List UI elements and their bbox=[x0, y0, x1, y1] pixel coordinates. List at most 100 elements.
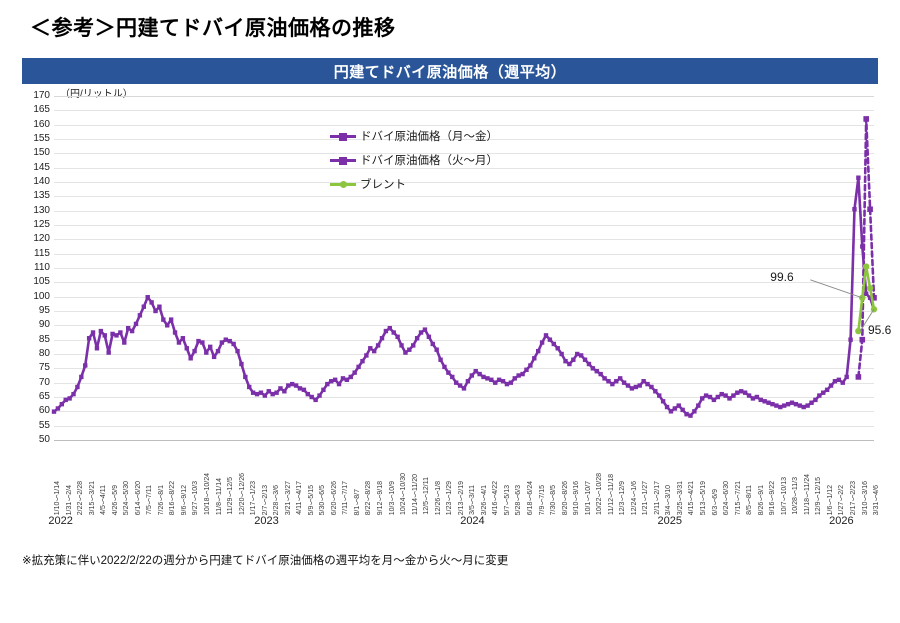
series-marker bbox=[83, 363, 88, 368]
gridline bbox=[54, 382, 874, 384]
gridline bbox=[54, 153, 874, 155]
y-axis-tick-label: 95 bbox=[38, 305, 50, 316]
y-axis-tick-label: 85 bbox=[38, 333, 50, 345]
series-marker bbox=[465, 379, 471, 384]
x-axis-tick-label: 1/17～1/23 bbox=[250, 480, 258, 515]
series-marker bbox=[793, 401, 799, 407]
x-axis-tick-label: 5/7～5/13 bbox=[503, 484, 511, 515]
series-marker bbox=[785, 401, 791, 407]
legend-label: ドバイ原油価格（火～月） bbox=[360, 155, 498, 167]
series-marker bbox=[403, 350, 408, 355]
series-marker bbox=[703, 393, 709, 398]
gridline bbox=[54, 210, 874, 212]
gridline bbox=[54, 167, 874, 169]
series-marker bbox=[473, 369, 478, 374]
series-marker bbox=[79, 374, 84, 380]
gridline bbox=[54, 282, 874, 284]
series-marker bbox=[219, 340, 225, 345]
x-axis-tick-label: 3/4～3/10 bbox=[665, 484, 673, 515]
x-axis-tick-label: 8/20～8/26 bbox=[561, 480, 569, 515]
series-marker bbox=[356, 364, 361, 370]
series-line bbox=[52, 176, 876, 417]
series-marker bbox=[161, 317, 166, 322]
series-marker bbox=[813, 397, 818, 403]
legend-item-dubai-tue-mon[interactable]: ドバイ原油価格（火～月） bbox=[330, 152, 498, 168]
series-marker bbox=[141, 304, 147, 309]
series-marker bbox=[149, 300, 154, 305]
series-marker bbox=[239, 361, 244, 367]
series-marker bbox=[754, 394, 760, 400]
series-marker bbox=[867, 206, 873, 213]
series-marker bbox=[426, 334, 432, 339]
series-marker bbox=[446, 370, 451, 375]
series-marker bbox=[247, 384, 252, 390]
gridline bbox=[54, 354, 874, 355]
series-marker bbox=[360, 358, 365, 364]
gridline bbox=[54, 196, 874, 198]
y-axis-tick-label: 115 bbox=[34, 247, 50, 259]
x-axis-tick-label: 8/1～8/7 bbox=[353, 488, 361, 515]
series-marker bbox=[739, 389, 744, 394]
x-axis-tick-label: 1/21～1/27 bbox=[642, 480, 650, 515]
series-marker bbox=[535, 348, 541, 354]
series-marker bbox=[543, 333, 549, 338]
series-marker bbox=[430, 341, 435, 347]
y-axis-tick-label: 60 bbox=[38, 405, 50, 417]
series-marker bbox=[145, 295, 150, 300]
x-axis-tick-label: 3/15～3/21 bbox=[88, 480, 96, 515]
x-axis-tick-label: 11/12～11/18 bbox=[607, 474, 615, 515]
series-marker bbox=[383, 328, 389, 334]
chart-legend: ドバイ原油価格（月～金） ドバイ原油価格（火～月） ブレント bbox=[330, 128, 498, 192]
legend-item-dubai-mon-fri[interactable]: ドバイ原油価格（月～金） bbox=[330, 128, 498, 144]
series-marker bbox=[707, 394, 713, 400]
y-axis-tick-label: 165 bbox=[33, 104, 50, 116]
series-marker bbox=[165, 323, 170, 328]
series-marker bbox=[821, 390, 826, 395]
series-marker bbox=[371, 348, 377, 354]
series-marker bbox=[286, 383, 291, 388]
y-axis-tick-label: 50 bbox=[38, 434, 50, 445]
chart-title: 円建てドバイ原油価格（週平均） bbox=[333, 63, 567, 81]
x-axis-tick-label: 5/30～6/5 bbox=[319, 484, 327, 515]
series-marker bbox=[231, 341, 236, 347]
x-axis-tick-label: 4/15～4/21 bbox=[688, 480, 696, 515]
series-marker bbox=[551, 341, 557, 347]
x-axis-tick-label: 2/22～2/28 bbox=[77, 480, 85, 515]
x-axis-tick-label: 9/10～9/16 bbox=[573, 480, 581, 515]
x-axis-tick-label: 4/5～4/11 bbox=[100, 485, 108, 515]
series-marker bbox=[481, 374, 486, 380]
series-marker bbox=[664, 404, 670, 410]
legend-item-brent[interactable]: ブレント bbox=[330, 176, 498, 192]
x-axis-tick-label: 1/10～1/14 bbox=[54, 480, 61, 515]
data-label-leader-line bbox=[810, 279, 863, 299]
series-marker bbox=[832, 379, 838, 384]
series-marker bbox=[614, 379, 619, 384]
series-marker bbox=[192, 348, 197, 354]
series-marker bbox=[824, 387, 830, 393]
footnote: ※拡充策に伴い2022/2/22の週分から円建てドバイ原油価格の週平均を月～金か… bbox=[22, 555, 509, 567]
x-axis-tick-label: 8/26～9/1 bbox=[757, 484, 765, 515]
series-marker bbox=[617, 376, 623, 381]
series-marker bbox=[188, 356, 193, 361]
page-title: ＜参考＞円建てドバイ原油価格の推移 bbox=[30, 17, 396, 40]
series-marker bbox=[133, 321, 139, 327]
series-marker bbox=[125, 326, 131, 331]
series-marker bbox=[668, 409, 674, 414]
x-axis-tick-label: 11/29～12/5 bbox=[227, 477, 235, 515]
series-marker bbox=[863, 291, 869, 296]
series-marker bbox=[731, 393, 736, 398]
series-marker bbox=[862, 263, 870, 270]
gridline bbox=[54, 124, 874, 126]
series-marker bbox=[699, 396, 705, 401]
series-marker bbox=[368, 346, 373, 351]
x-axis-tick-label: 5/13～5/19 bbox=[700, 480, 708, 515]
series-marker bbox=[418, 330, 424, 335]
series-marker bbox=[719, 391, 724, 397]
series-marker bbox=[414, 336, 420, 341]
gridline bbox=[54, 110, 874, 112]
x-axis-tick-label: 10/24～10/30 bbox=[400, 472, 408, 515]
series-marker bbox=[438, 357, 443, 362]
series-marker bbox=[692, 409, 697, 414]
series-marker bbox=[715, 394, 721, 400]
series-marker bbox=[567, 361, 572, 367]
